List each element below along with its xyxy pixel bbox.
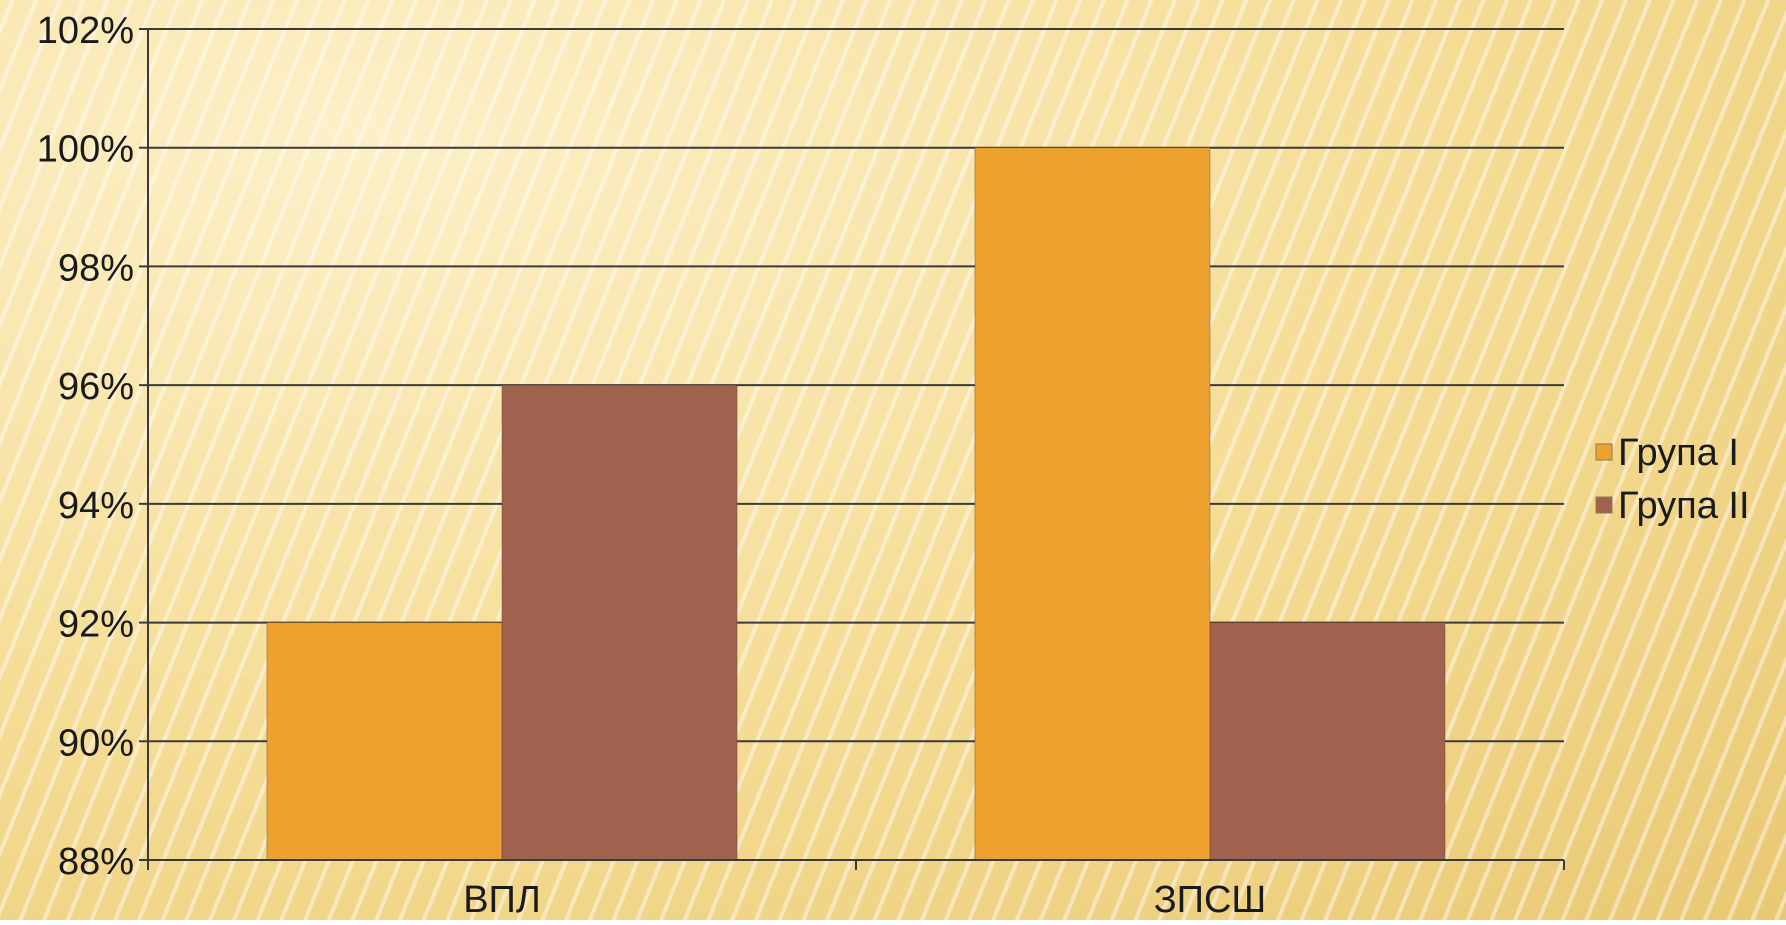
y-tick-labels: 88% 90% 92% 94% 96% 98% 100% 102% — [37, 10, 134, 883]
bar-1-2 — [974, 147, 1211, 861]
axes — [139, 28, 1565, 870]
bar-1-1 — [266, 622, 503, 861]
bar-2-2 — [1209, 622, 1446, 861]
y-tick-label: 98% — [58, 247, 134, 289]
legend-swatch — [1595, 443, 1613, 461]
y-tick-label: 102% — [37, 10, 134, 52]
y-tick-label: 96% — [58, 366, 134, 408]
y-tick-label: 90% — [58, 722, 134, 764]
y-tick-label: 100% — [37, 129, 134, 171]
x-tick-labels: ВПЛ ЗПСШ — [463, 879, 1267, 921]
bar-2-1 — [501, 384, 738, 861]
x-tick-label: ЗПСШ — [1154, 879, 1267, 920]
y-tick-label: 92% — [58, 604, 134, 646]
legend-label: Група I — [1618, 432, 1739, 474]
y-tick-label: 88% — [58, 841, 134, 883]
legend-swatch — [1595, 496, 1613, 514]
x-tick-label: ВПЛ — [463, 879, 541, 920]
y-tick-label: 94% — [58, 485, 134, 527]
legend: Група I Група II — [1595, 432, 1750, 527]
legend-label: Група II — [1618, 485, 1750, 527]
